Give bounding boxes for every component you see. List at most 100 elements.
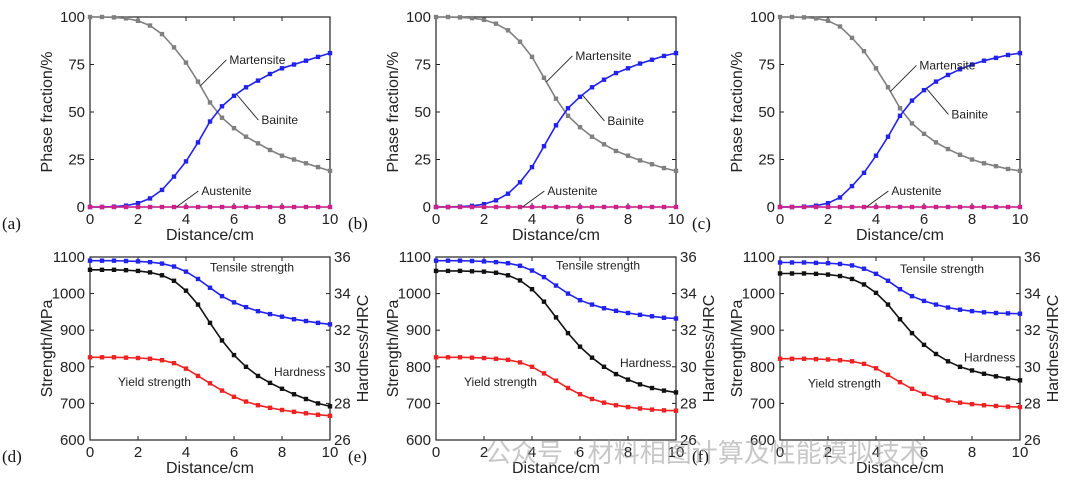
data-point-bainite <box>873 153 879 158</box>
y2-tick-label: 36 <box>1024 249 1041 266</box>
data-point-hardness <box>789 271 795 276</box>
data-point-bainite <box>505 191 511 196</box>
data-point-austenite <box>433 204 439 210</box>
data-point-martensite <box>517 39 523 44</box>
y-tick-label: 25 <box>758 152 775 169</box>
data-point-bainite <box>1005 52 1011 58</box>
data-point-austenite <box>661 204 667 210</box>
data-point-hardness <box>99 267 105 273</box>
data-point-tensile-strength <box>159 261 165 266</box>
data-point-bainite <box>957 67 963 72</box>
data-point-tensile-strength <box>99 258 105 263</box>
x-tick-label: 4 <box>528 211 536 228</box>
data-point-hardness <box>195 302 201 307</box>
data-point-hardness <box>135 268 141 274</box>
y-tick-label: 50 <box>414 104 431 121</box>
annotation-martensite: Martensite <box>575 49 631 63</box>
x-tick-label: 8 <box>278 211 286 228</box>
y-tick-label: 800 <box>406 359 431 376</box>
data-point-austenite <box>1005 204 1011 210</box>
data-point-hardness <box>849 276 855 282</box>
data-point-bainite <box>303 58 309 63</box>
y2-tick-label: 26 <box>680 432 697 449</box>
data-point-martensite <box>601 142 607 147</box>
data-point-yield-strength <box>813 356 819 362</box>
x-tick-label: 2 <box>824 444 832 461</box>
data-point-bainite <box>625 66 631 71</box>
x-tick-label: 2 <box>134 444 142 461</box>
annotation-austenite: Austenite <box>201 184 251 198</box>
data-point-austenite <box>171 204 177 210</box>
data-point-austenite <box>183 204 189 210</box>
data-point-austenite <box>99 204 105 210</box>
data-point-bainite <box>589 85 595 90</box>
annotation-hardness: Hardness <box>620 356 671 370</box>
data-point-tensile-strength <box>291 317 297 322</box>
data-point-martensite <box>577 125 583 130</box>
data-point-hardness <box>577 344 583 349</box>
data-point-austenite <box>255 204 261 210</box>
data-point-martensite <box>673 168 679 174</box>
data-point-tensile-strength <box>945 305 951 310</box>
x-tick-label: 6 <box>576 444 584 461</box>
data-point-bainite <box>577 94 583 99</box>
x-tick-label: 8 <box>624 444 632 461</box>
data-point-austenite <box>981 204 987 210</box>
data-point-martensite <box>813 16 819 21</box>
y-tick-label: 100 <box>750 9 775 26</box>
data-point-bainite <box>897 113 903 118</box>
chart-panel-6: 0 2 4 6 8 10 600 700 800 900 1000 1100 26 28 30 32 34 36 H… <box>692 249 1062 477</box>
data-point-tensile-strength <box>457 258 463 263</box>
x-axis-label: Distance/cm <box>512 227 600 244</box>
data-point-yield-strength <box>135 355 141 361</box>
data-point-hardness <box>243 364 249 369</box>
data-point-martensite <box>231 125 237 131</box>
data-point-tensile-strength <box>529 268 535 273</box>
data-point-bainite <box>649 57 655 62</box>
data-point-bainite <box>481 201 487 207</box>
data-point-yield-strength <box>649 407 655 412</box>
x-tick-label: 2 <box>134 211 142 228</box>
annotation-martensite: Martensite <box>919 58 975 72</box>
data-point-yield-strength <box>111 355 117 360</box>
annotation-leader <box>582 94 605 122</box>
data-point-tensile-strength <box>303 318 309 324</box>
data-point-tensile-strength <box>897 287 903 292</box>
data-point-martensite <box>873 66 879 71</box>
x-tick-label: 4 <box>872 444 880 461</box>
data-point-bainite <box>327 50 333 56</box>
data-point-austenite <box>589 204 595 210</box>
x-axis-label: Distance/cm <box>166 460 254 477</box>
x-tick-label: 0 <box>86 444 94 461</box>
data-point-martensite <box>303 161 309 166</box>
data-point-yield-strength <box>123 355 129 360</box>
data-point-austenite <box>565 204 571 210</box>
y2-tick-label: 30 <box>334 359 351 376</box>
data-point-yield-strength <box>291 409 297 415</box>
data-point-hardness <box>637 382 643 387</box>
data-point-hardness <box>315 401 321 406</box>
data-point-austenite <box>577 204 583 210</box>
data-point-hardness <box>457 268 463 274</box>
data-point-tensile-strength <box>861 266 867 271</box>
data-point-tensile-strength <box>565 291 571 296</box>
data-point-tensile-strength <box>637 312 643 318</box>
y-axis-label: Phase fraction/% <box>385 52 402 173</box>
y2-tick-label: 30 <box>1024 359 1041 376</box>
data-point-yield-strength <box>553 378 559 383</box>
data-point-tensile-strength <box>327 322 333 327</box>
data-point-hardness <box>207 320 213 326</box>
data-point-austenite <box>789 204 795 210</box>
data-point-bainite <box>909 98 915 103</box>
data-point-yield-strength <box>219 388 225 393</box>
data-point-yield-strength <box>945 398 951 403</box>
panel-label: (f) <box>692 447 709 466</box>
watermark-text: 公众号 · 材料相图计算及性能模拟技术 <box>485 439 926 469</box>
x-tick-label: 10 <box>322 211 339 228</box>
data-point-austenite <box>957 204 963 210</box>
data-point-martensite <box>969 157 975 162</box>
data-point-austenite <box>777 204 783 210</box>
annotation-hardness: Hardness <box>964 350 1015 364</box>
x-tick-label: 0 <box>776 444 784 461</box>
